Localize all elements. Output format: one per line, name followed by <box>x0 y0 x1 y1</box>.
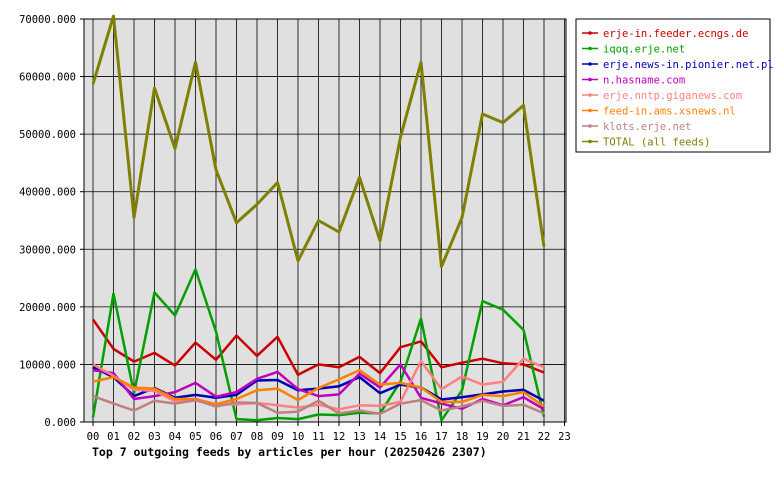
y-tick-label: 40000.000 <box>19 187 76 199</box>
x-tick-label: 02 <box>128 431 141 443</box>
x-tick-label: 06 <box>210 431 223 443</box>
legend-label: erje.nntp.giganews.com <box>603 90 742 102</box>
legend-marker <box>588 31 592 35</box>
x-tick-label: 19 <box>476 431 489 443</box>
x-tick-label: 00 <box>87 431 100 443</box>
legend-label: TOTAL (all feeds) <box>603 137 710 149</box>
x-tick-label: 16 <box>415 431 428 443</box>
legend-label: feed-in.ams.xsnews.nl <box>603 106 736 118</box>
legend-marker <box>588 108 592 113</box>
series-line <box>92 394 545 416</box>
x-tick-label: 23 <box>558 431 571 443</box>
legend-marker <box>588 139 592 144</box>
x-tick-label: 07 <box>230 431 243 443</box>
legend: erje-in.feeder.ecngs.de iqoq.erje.net erje… <box>582 28 774 149</box>
y-tick-label: 10000.000 <box>19 359 76 371</box>
plot-area <box>83 18 567 423</box>
y-tick-label: 0.000 <box>44 417 76 429</box>
y-tick-label: 30000.000 <box>19 244 76 256</box>
series-line <box>91 268 546 422</box>
x-tick-label: 12 <box>333 431 346 443</box>
legend-marker <box>588 46 592 51</box>
x-tick-label: 18 <box>456 431 469 443</box>
legend-label: iqoq.erje.net <box>603 44 685 56</box>
legend-marker <box>588 124 592 128</box>
legend-label: erje.news-in.pionier.net.pl <box>603 59 774 71</box>
x-tick-label: 17 <box>435 431 448 443</box>
x-tick-label: 04 <box>169 431 182 443</box>
series-lines <box>91 14 546 422</box>
x-tick-label: 11 <box>312 431 325 443</box>
legend-box <box>575 18 771 153</box>
y-axis-ticks: 0.000 10000.000 20000.000 30000.000 40000.00… <box>19 14 84 429</box>
y-tick-label: 50000.000 <box>19 129 76 141</box>
legend-label: n.hasname.com <box>603 75 685 87</box>
legend-marker <box>588 77 592 82</box>
y-tick-label: 20000.000 <box>19 302 76 314</box>
x-tick-label: 01 <box>107 431 120 443</box>
chart-caption: Top 7 outgoing feeds by articles per hou… <box>92 445 487 459</box>
legend-marker <box>588 62 592 66</box>
x-tick-label: 21 <box>517 431 530 443</box>
legend-label: erje-in.feeder.ecngs.de <box>603 28 748 40</box>
x-tick-label: 22 <box>538 431 551 443</box>
series-line <box>92 368 545 408</box>
x-tick-label: 09 <box>271 431 284 443</box>
y-tick-label: 60000.000 <box>19 72 76 84</box>
x-tick-label: 20 <box>497 431 510 443</box>
x-tick-label: 08 <box>251 431 264 443</box>
x-tick-label: 14 <box>374 431 387 443</box>
x-axis-ticks: 00 01 02 03 04 05 06 07 08 09 10 11 12 13 14 15 16 17 18 19… <box>87 422 571 443</box>
x-tick-label: 13 <box>353 431 366 443</box>
x-tick-label: 15 <box>394 431 407 443</box>
series-line <box>92 357 545 411</box>
legend-marker <box>588 93 592 97</box>
legend-label: klots.erje.net <box>603 121 692 133</box>
x-tick-label: 10 <box>292 431 305 443</box>
x-tick-label: 05 <box>189 431 202 443</box>
y-tick-label: 70000.000 <box>19 14 76 26</box>
x-tick-label: 03 <box>148 431 161 443</box>
series-line <box>91 14 546 269</box>
